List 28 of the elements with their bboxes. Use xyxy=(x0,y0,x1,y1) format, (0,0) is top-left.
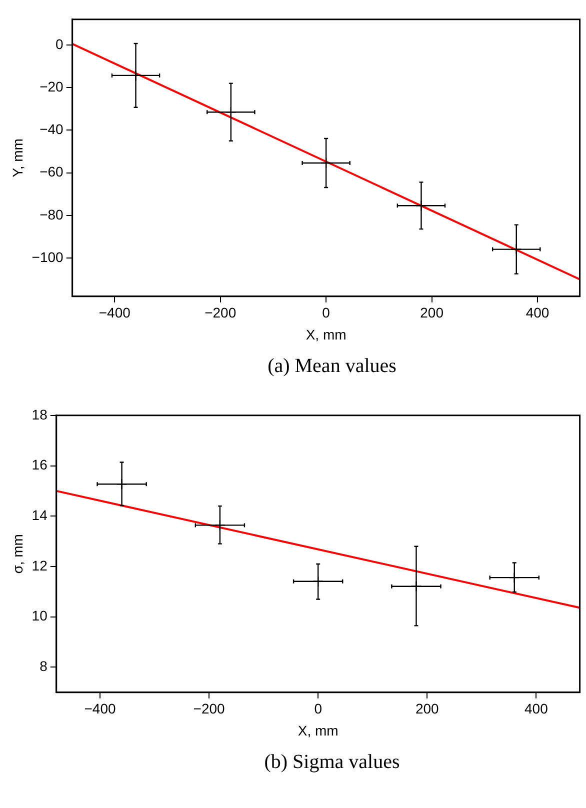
x-tick-label: −200 xyxy=(204,304,236,321)
y-tick-label: 8 xyxy=(40,658,48,674)
x-tick-label: 0 xyxy=(322,304,330,321)
text: (a) Mean values xyxy=(266,354,398,379)
x-tick-label: 200 xyxy=(420,304,444,321)
x-tick-label: 400 xyxy=(526,304,550,321)
y-tick-label: 0 xyxy=(56,36,64,52)
x-tick-label: 400 xyxy=(524,700,548,717)
y-tick-label: −40 xyxy=(40,121,64,138)
y-tick-label: 10 xyxy=(32,608,48,624)
x-tick-label: −200 xyxy=(193,700,226,717)
y-tick-label: 18 xyxy=(32,406,48,422)
y-tick-label: 12 xyxy=(32,557,48,574)
y-axis-title: Y, mm xyxy=(9,138,26,178)
x-tick-label: 200 xyxy=(415,700,440,717)
y-tick-label: 16 xyxy=(32,456,48,473)
x-tick-label: 0 xyxy=(314,700,322,717)
y-tick-label: −60 xyxy=(40,164,64,180)
text: (b) Sigma values xyxy=(263,750,401,775)
y-tick-label: −20 xyxy=(40,78,64,94)
y-tick-label: −100 xyxy=(32,248,64,265)
y-tick-label: −80 xyxy=(40,206,64,222)
y-axis-title: σ, mm xyxy=(9,534,26,574)
x-axis-title: X, mm xyxy=(298,722,338,738)
x-axis-title: X, mm xyxy=(306,326,346,342)
x-tick-label: −400 xyxy=(84,700,116,717)
y-tick-label: 14 xyxy=(32,506,48,523)
x-tick-label: −400 xyxy=(98,304,131,321)
